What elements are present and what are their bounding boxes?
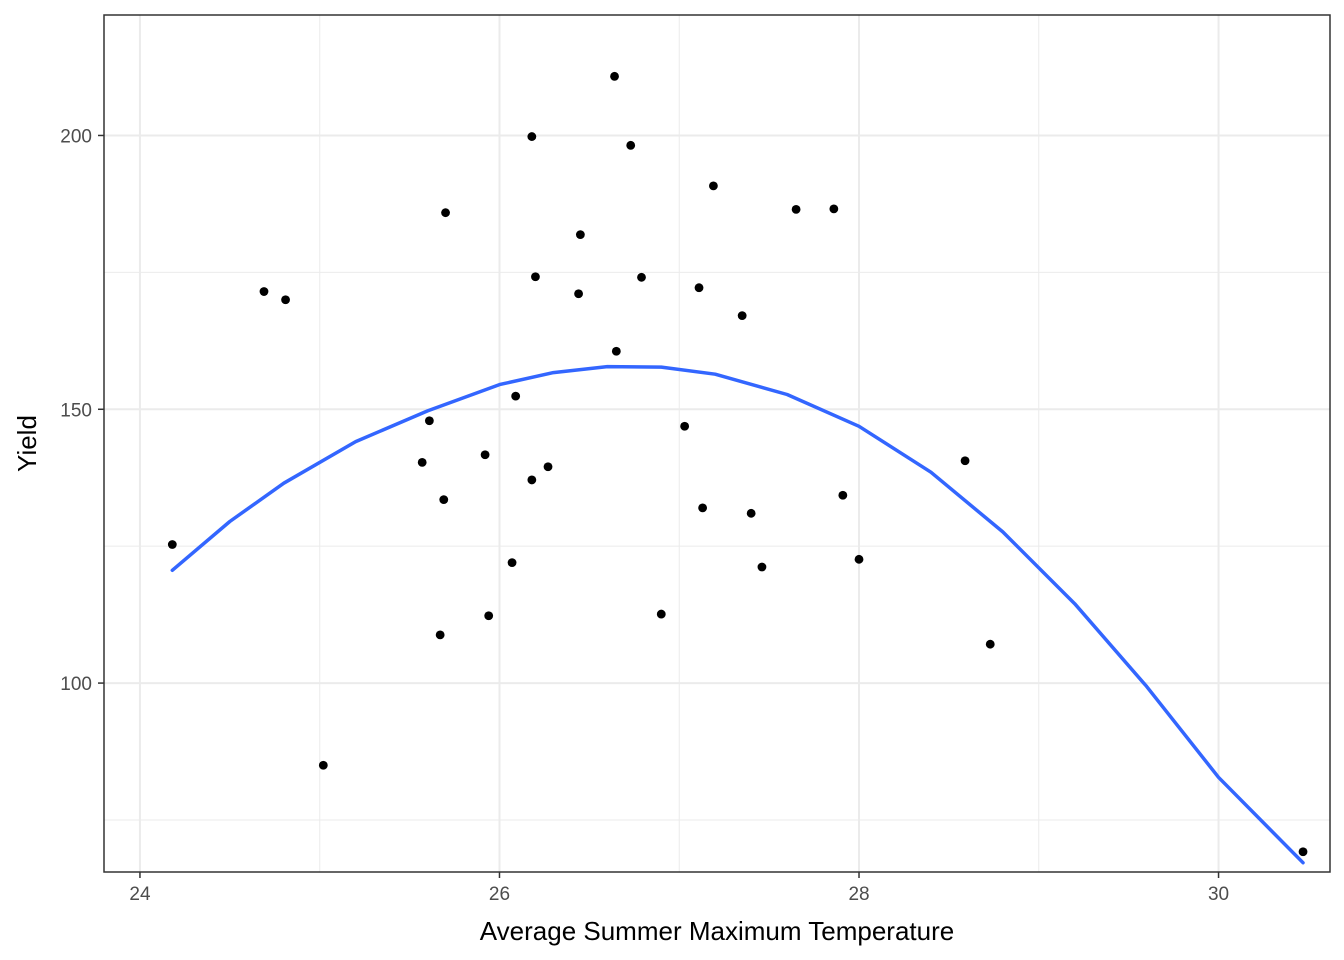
fit-curve bbox=[170, 364, 1305, 865]
data-point bbox=[575, 230, 585, 239]
data-point bbox=[791, 204, 801, 214]
points-layer bbox=[167, 71, 1308, 857]
data-point bbox=[439, 495, 449, 505]
data-point bbox=[531, 272, 540, 282]
data-point bbox=[694, 283, 704, 293]
data-point bbox=[259, 287, 269, 296]
data-point bbox=[626, 140, 636, 150]
data-point bbox=[318, 760, 328, 770]
x-tick-label: 28 bbox=[848, 884, 869, 905]
data-point bbox=[985, 639, 995, 649]
data-point bbox=[441, 208, 450, 218]
data-point bbox=[574, 289, 583, 299]
data-point bbox=[737, 311, 747, 321]
y-tick-label: 100 bbox=[60, 674, 92, 695]
data-point bbox=[854, 554, 864, 564]
data-point bbox=[746, 508, 756, 518]
grid-major bbox=[104, 15, 1330, 872]
data-point bbox=[435, 630, 445, 640]
fit-layer bbox=[170, 364, 1305, 865]
x-axis-title: Average Summer Maximum Temperature bbox=[480, 916, 954, 946]
data-point bbox=[960, 456, 970, 466]
x-tick-label: 24 bbox=[129, 884, 151, 905]
data-point bbox=[527, 475, 537, 485]
data-point bbox=[511, 391, 521, 401]
data-point bbox=[757, 562, 767, 572]
y-axis-title: Yield bbox=[12, 415, 42, 472]
data-point bbox=[527, 132, 537, 141]
grid-minor bbox=[104, 15, 1330, 872]
data-point bbox=[424, 416, 434, 426]
data-point bbox=[167, 540, 177, 549]
data-point bbox=[656, 609, 666, 619]
y-tick-label: 150 bbox=[60, 400, 92, 421]
y-tick-label: 200 bbox=[60, 126, 92, 147]
y-axis-ticks: 100 150 200 bbox=[60, 126, 104, 695]
x-axis-ticks: 24 26 28 30 bbox=[129, 872, 1229, 905]
data-point bbox=[838, 490, 848, 500]
data-point bbox=[698, 503, 708, 513]
data-point bbox=[417, 457, 427, 467]
data-point bbox=[709, 181, 718, 191]
data-point bbox=[680, 421, 690, 431]
data-point bbox=[543, 462, 553, 472]
data-point bbox=[829, 204, 839, 214]
data-point bbox=[480, 450, 490, 460]
data-point bbox=[637, 272, 646, 282]
x-tick-label: 30 bbox=[1208, 884, 1229, 905]
data-point bbox=[610, 71, 619, 81]
data-point bbox=[484, 611, 494, 621]
data-point bbox=[611, 346, 621, 356]
panel-border bbox=[103, 14, 1331, 873]
data-point bbox=[281, 295, 290, 305]
x-tick-label: 26 bbox=[489, 884, 510, 905]
data-point bbox=[507, 558, 517, 568]
data-point bbox=[1298, 847, 1308, 857]
